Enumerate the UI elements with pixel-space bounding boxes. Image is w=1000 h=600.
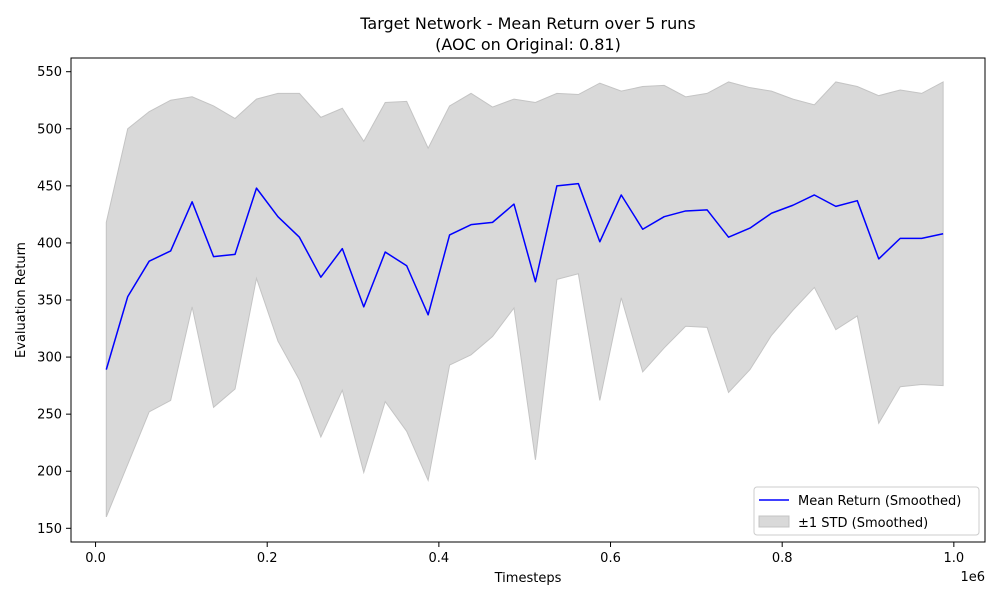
- y-axis: 150 200 250 300 350 400 450 500 550: [37, 65, 71, 537]
- y-tick-label: 300: [37, 351, 62, 366]
- y-tick-label: 500: [37, 122, 62, 137]
- y-tick-label: 200: [37, 465, 62, 480]
- chart-title: Target Network - Mean Return over 5 runs: [359, 14, 695, 33]
- x-axis-label: Timesteps: [494, 571, 562, 586]
- x-tick-label: 0.0: [85, 551, 106, 566]
- legend: Mean Return (Smoothed) ±1 STD (Smoothed): [753, 486, 980, 536]
- legend-label-mean: Mean Return (Smoothed): [798, 494, 961, 509]
- y-tick-label: 450: [37, 179, 62, 194]
- mean-return-line: [105, 182, 944, 370]
- x-axis-offset-text: 1e6: [960, 570, 985, 585]
- x-tick-label: 0.8: [772, 551, 793, 566]
- legend-box: [753, 486, 980, 536]
- x-tick-label: 0.4: [429, 551, 450, 566]
- std-band: [105, 81, 944, 518]
- y-tick-label: 150: [37, 522, 62, 537]
- y-tick-label: 400: [37, 236, 62, 251]
- y-tick-label: 350: [37, 294, 62, 309]
- y-tick-label: 550: [37, 65, 62, 80]
- x-axis: 0.0 0.2 0.4 0.6 0.8 1.0: [85, 542, 964, 566]
- x-tick-label: 0.6: [600, 551, 621, 566]
- legend-swatch-std: [758, 515, 790, 528]
- legend-label-std: ±1 STD (Smoothed): [798, 516, 928, 531]
- chart-subtitle: (AOC on Original: 0.81): [435, 35, 621, 54]
- y-tick-label: 250: [37, 408, 62, 423]
- plot-area: [105, 81, 944, 518]
- x-tick-label: 0.2: [257, 551, 278, 566]
- x-tick-label: 1.0: [944, 551, 965, 566]
- y-axis-label: Evaluation Return: [14, 242, 29, 358]
